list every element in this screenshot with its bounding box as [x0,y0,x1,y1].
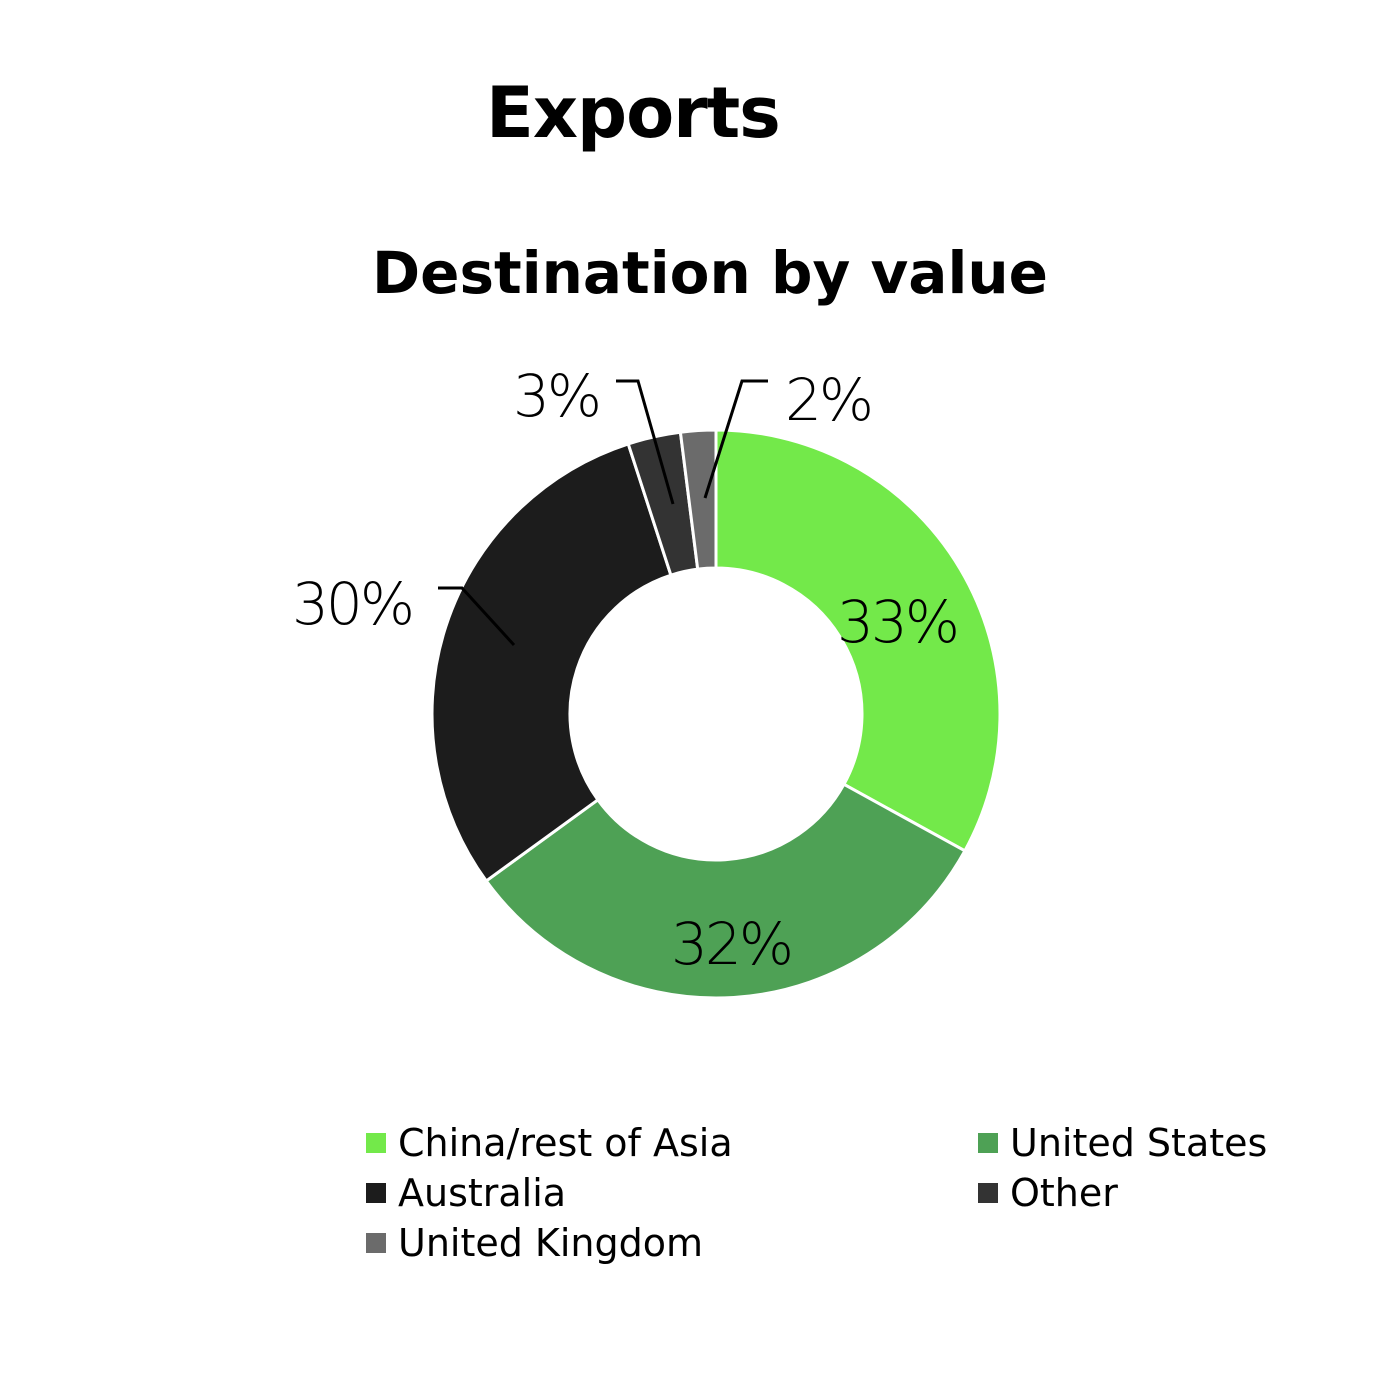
data-label: 2% [785,366,871,434]
chart-title: Destination by value [372,239,1048,307]
legend-swatch [366,1233,386,1253]
legend-item-china: China/rest of Asia [366,1118,733,1168]
slice-united-kingdom [678,428,718,571]
legend-item-united-states: United States [978,1118,1267,1168]
slice-united-states [484,782,967,1000]
legend-label: Australia [398,1171,567,1215]
legend-label: United Kingdom [398,1221,704,1265]
legend-swatch [366,1183,386,1203]
data-label: 30% [292,570,412,638]
leader-line [616,379,675,505]
donut-chart: 33% 32% 30% 3% 2% [292,362,1002,1000]
data-label: 3% [513,362,599,430]
legend-label: United States [1010,1121,1268,1165]
legend-label: Other [1010,1171,1118,1215]
legend-swatch [978,1133,998,1153]
data-label: 33% [837,588,957,656]
legend-item-australia: Australia [366,1168,566,1218]
legend-swatch [366,1133,386,1153]
slice-australia [430,442,673,884]
leader-line [438,586,516,647]
page-title: Exports [486,72,781,154]
legend-label: China/rest of Asia [398,1121,733,1165]
legend-item-other: Other [978,1168,1118,1218]
legend-item-united-kingdom: United Kingdom [366,1218,703,1268]
data-label: 32% [671,910,791,978]
leader-line [703,379,768,499]
slice-china-rest-of-asia [714,428,1002,853]
legend-swatch [978,1183,998,1203]
